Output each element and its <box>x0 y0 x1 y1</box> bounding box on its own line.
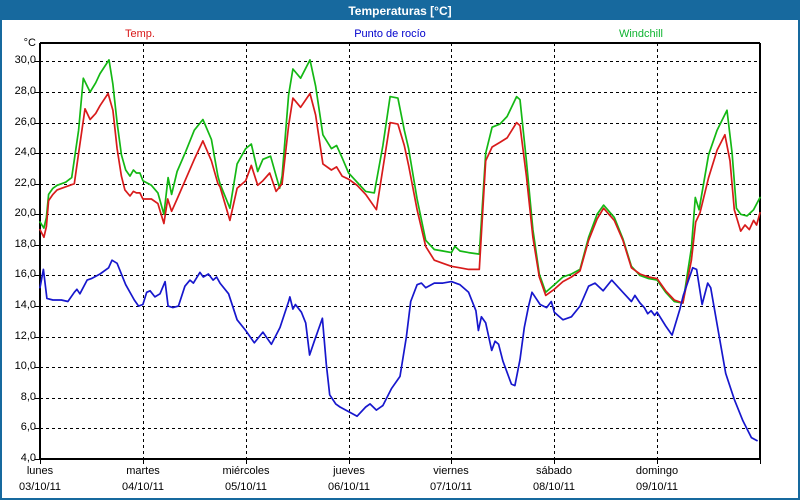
y-axis-tick-label: 6,0 <box>20 421 36 433</box>
y-axis-tick-label: 4,0 <box>20 452 36 464</box>
x-axis-day-label: sábado <box>535 465 573 477</box>
y-axis-tick-label: 14,0 <box>14 299 36 311</box>
x-axis-date-label: 07/10/11 <box>429 481 472 493</box>
axis-ticks <box>35 61 761 464</box>
y-axis-unit-label: °C <box>23 37 36 49</box>
x-axis-day-label: viernes <box>433 465 469 477</box>
y-axis-tick-label: 22,0 <box>14 177 36 189</box>
x-axis-date-label: 04/10/11 <box>121 481 164 493</box>
y-axis-tick-label: 24,0 <box>14 146 36 158</box>
x-axis-day-label: lunes <box>26 465 54 477</box>
y-axis-tick-label: 18,0 <box>14 238 36 250</box>
dewpoint-series-line <box>39 259 758 442</box>
windchill-series-line <box>39 59 761 304</box>
y-axis-tick-label: 8,0 <box>20 391 36 403</box>
y-axis-tick-label: 10,0 <box>14 360 36 372</box>
window-titlebar: Temperaturas [°C] <box>2 2 798 20</box>
y-axis-tick-label: 26,0 <box>14 116 36 128</box>
y-axis-tick-label: 20,0 <box>14 207 36 219</box>
y-axis-tick-label: 30,0 <box>14 54 36 66</box>
x-axis-date-label: 05/10/11 <box>224 481 267 493</box>
x-axis-day-label: jueves <box>333 465 365 477</box>
x-axis-day-label: martes <box>126 465 160 477</box>
x-axis-date-label: 09/10/11 <box>635 481 678 493</box>
x-axis-date-label: 03/10/11 <box>18 481 61 493</box>
axis-box <box>39 42 761 460</box>
window-title: Temperaturas [°C] <box>348 4 452 18</box>
x-axis-date-label: 06/10/11 <box>327 481 370 493</box>
x-axis-day-label: domingo <box>635 465 679 477</box>
temp-series-line <box>39 92 761 304</box>
y-axis-tick-label: 28,0 <box>14 85 36 97</box>
legend-dewpoint: Punto de rocío <box>354 28 426 40</box>
y-axis-tick-label: 12,0 <box>14 330 36 342</box>
grid-lines <box>40 43 760 459</box>
x-axis-date-label: 08/10/11 <box>532 481 575 493</box>
y-axis-tick-label: 16,0 <box>14 268 36 280</box>
legend-windchill: Windchill <box>618 28 663 40</box>
legend-temp: Temp. <box>125 28 155 40</box>
x-axis-day-label: miércoles <box>222 465 270 477</box>
